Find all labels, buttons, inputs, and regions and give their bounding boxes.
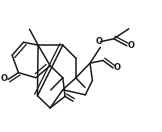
Text: O: O: [96, 37, 103, 46]
Text: O: O: [1, 74, 8, 83]
Text: O: O: [114, 63, 121, 72]
Text: O: O: [128, 41, 135, 50]
